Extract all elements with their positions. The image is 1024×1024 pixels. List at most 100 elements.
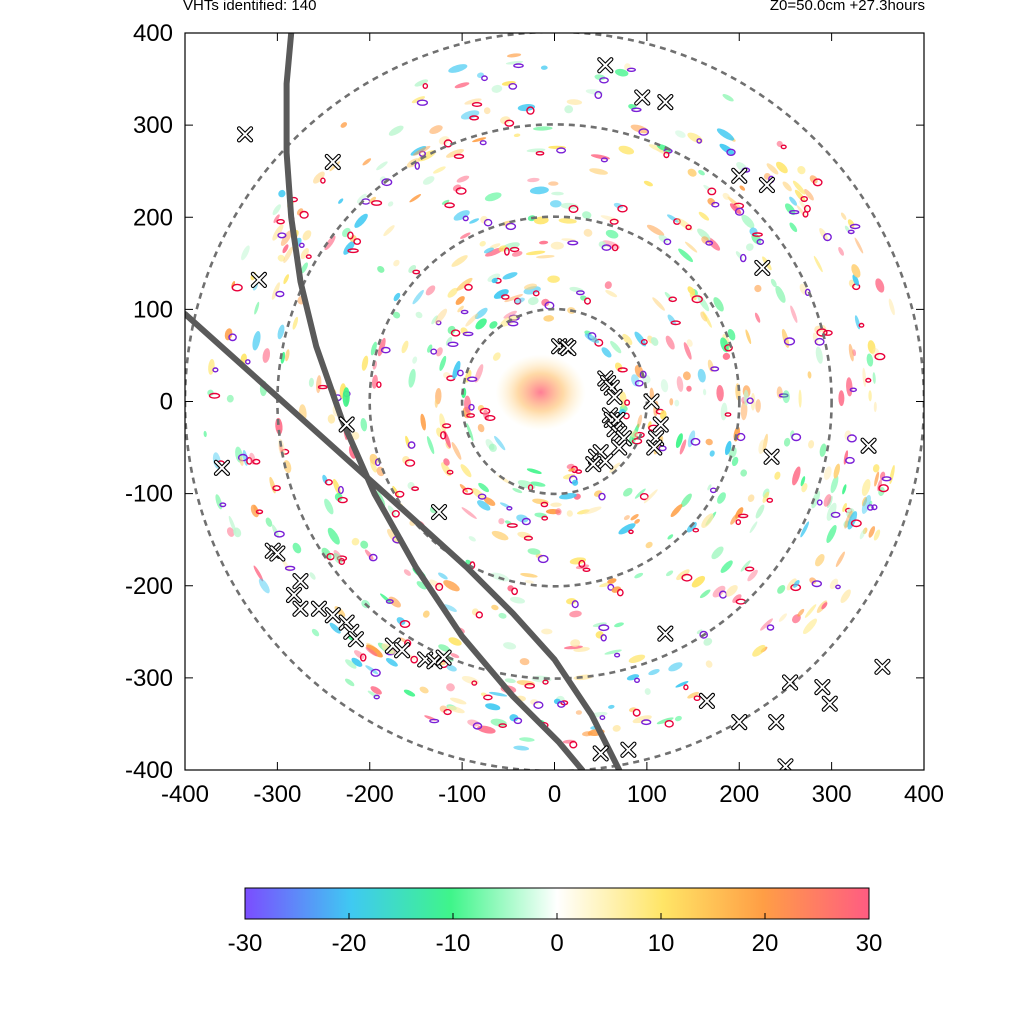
field-speckle xyxy=(416,581,427,590)
updraft-contour xyxy=(208,392,221,399)
field-speckle xyxy=(747,494,755,502)
updraft-contour xyxy=(399,620,411,629)
updraft-contour xyxy=(681,573,693,582)
field-speckle xyxy=(441,199,450,205)
field-speckle xyxy=(727,196,742,210)
field-speckle xyxy=(324,498,334,515)
updraft-contour xyxy=(455,187,467,195)
field-speckle xyxy=(608,704,615,709)
field-speckle xyxy=(342,387,350,407)
field-speckle xyxy=(785,203,796,216)
range-ring xyxy=(368,215,741,588)
field-speckle xyxy=(605,229,619,239)
field-speckle xyxy=(532,498,549,505)
field-speckle xyxy=(778,613,787,622)
field-speckle xyxy=(604,281,612,289)
field-speckle xyxy=(675,433,683,448)
field-speckle xyxy=(534,512,547,518)
field-speckle xyxy=(449,697,467,705)
updraft-contour xyxy=(475,611,483,619)
field-speckle xyxy=(239,456,244,466)
field-speckle xyxy=(447,325,456,335)
field-speckle xyxy=(566,598,577,605)
updraft-contour xyxy=(416,99,429,106)
field-speckle xyxy=(569,557,587,565)
field-speckle xyxy=(429,579,442,589)
field-speckle xyxy=(527,548,541,555)
field-speckle xyxy=(815,554,825,567)
field-speckle xyxy=(826,525,837,543)
field-speckle xyxy=(741,214,755,229)
updraft-contour xyxy=(466,413,475,418)
field-speckle xyxy=(811,490,821,509)
updraft-contour xyxy=(542,679,549,685)
field-speckle xyxy=(333,553,343,564)
field-speckle xyxy=(634,519,640,524)
field-speckle xyxy=(292,316,299,330)
field-speckle xyxy=(792,180,806,195)
field-speckle xyxy=(872,464,880,473)
field-speckle xyxy=(618,523,636,535)
updraft-contour xyxy=(557,700,566,708)
field-speckle xyxy=(461,507,477,520)
field-speckle xyxy=(469,218,480,224)
field-speckle xyxy=(438,644,451,652)
updraft-contour xyxy=(609,218,619,225)
field-speckle xyxy=(457,305,464,313)
updraft-contour xyxy=(711,201,720,208)
field-speckle xyxy=(593,490,603,497)
field-speckle xyxy=(427,344,433,353)
updraft-contour xyxy=(568,204,579,213)
vht-marker xyxy=(384,637,401,654)
field-speckle xyxy=(273,214,280,224)
updraft-contour xyxy=(532,290,540,297)
field-speckle xyxy=(868,526,876,538)
field-speckle xyxy=(483,497,496,506)
field-speckle xyxy=(520,573,538,578)
field-speckle xyxy=(493,289,509,299)
field-speckle xyxy=(610,340,622,354)
updraft-contour xyxy=(641,719,652,726)
field-speckle xyxy=(569,610,582,618)
field-speckle xyxy=(705,438,713,446)
colorbar-tick-label: -20 xyxy=(332,930,367,957)
field-speckle xyxy=(443,580,460,592)
updraft-contour xyxy=(507,321,519,327)
updraft-contour xyxy=(663,151,670,159)
updraft-contour xyxy=(381,178,393,187)
field-speckle xyxy=(387,528,401,545)
field-speckle xyxy=(722,93,734,102)
field-speckle xyxy=(262,348,271,363)
field-speckle xyxy=(498,612,507,619)
field-speckle xyxy=(687,168,697,177)
field-speckle xyxy=(682,371,691,381)
field-speckle xyxy=(717,492,726,504)
updraft-contour xyxy=(858,322,865,328)
vht-marker xyxy=(763,448,780,465)
field-speckle xyxy=(674,715,682,722)
field-speckle xyxy=(807,371,812,379)
field-speckle xyxy=(705,660,713,668)
field-speckle xyxy=(489,691,508,697)
updraft-contour xyxy=(513,717,523,725)
field-speckle xyxy=(535,553,543,559)
field-speckle xyxy=(249,452,256,465)
updraft-contour xyxy=(337,485,344,495)
updraft-contour xyxy=(690,437,701,446)
updraft-contour xyxy=(617,204,628,213)
field-speckle xyxy=(434,308,448,324)
field-speckle xyxy=(669,398,674,406)
field-speckle xyxy=(282,244,289,254)
field-speckle xyxy=(447,705,465,714)
vht-count-label: VHTs identified: 140 xyxy=(183,0,317,14)
field-speckle xyxy=(439,355,447,371)
updraft-contour xyxy=(578,559,586,568)
field-speckle xyxy=(782,181,792,192)
field-speckle xyxy=(676,569,690,581)
field-speckle xyxy=(712,585,726,598)
field-speckle xyxy=(562,473,576,480)
field-speckle xyxy=(613,202,624,209)
field-speckle xyxy=(873,401,877,413)
updraft-contour xyxy=(850,519,862,528)
field-speckle xyxy=(838,390,845,407)
